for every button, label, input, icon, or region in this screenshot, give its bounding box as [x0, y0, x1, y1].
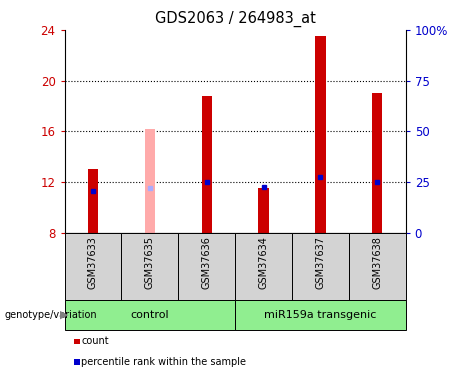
Bar	[65, 232, 121, 300]
Bar	[315, 36, 325, 232]
Bar	[259, 188, 269, 232]
Bar	[65, 300, 235, 330]
Bar	[372, 93, 382, 232]
Text: genotype/variation: genotype/variation	[5, 310, 97, 320]
Text: ▶: ▶	[60, 310, 68, 320]
Title: GDS2063 / 264983_at: GDS2063 / 264983_at	[155, 11, 315, 27]
Text: count: count	[81, 336, 109, 346]
Text: GSM37633: GSM37633	[88, 236, 98, 289]
Text: GSM37638: GSM37638	[372, 236, 382, 289]
Bar	[349, 232, 406, 300]
Text: miR159a transgenic: miR159a transgenic	[264, 310, 377, 320]
Text: GSM37635: GSM37635	[145, 236, 155, 289]
Text: GSM37634: GSM37634	[259, 236, 269, 289]
Text: control: control	[130, 310, 169, 320]
Text: GSM37637: GSM37637	[315, 236, 325, 289]
Bar	[178, 232, 235, 300]
Bar	[235, 300, 406, 330]
Bar	[292, 232, 349, 300]
Bar	[235, 232, 292, 300]
Text: percentile rank within the sample: percentile rank within the sample	[81, 357, 246, 367]
Bar	[145, 129, 155, 232]
Text: GSM37636: GSM37636	[201, 236, 212, 289]
Bar	[121, 232, 178, 300]
Bar	[88, 169, 98, 232]
Bar	[201, 96, 212, 232]
